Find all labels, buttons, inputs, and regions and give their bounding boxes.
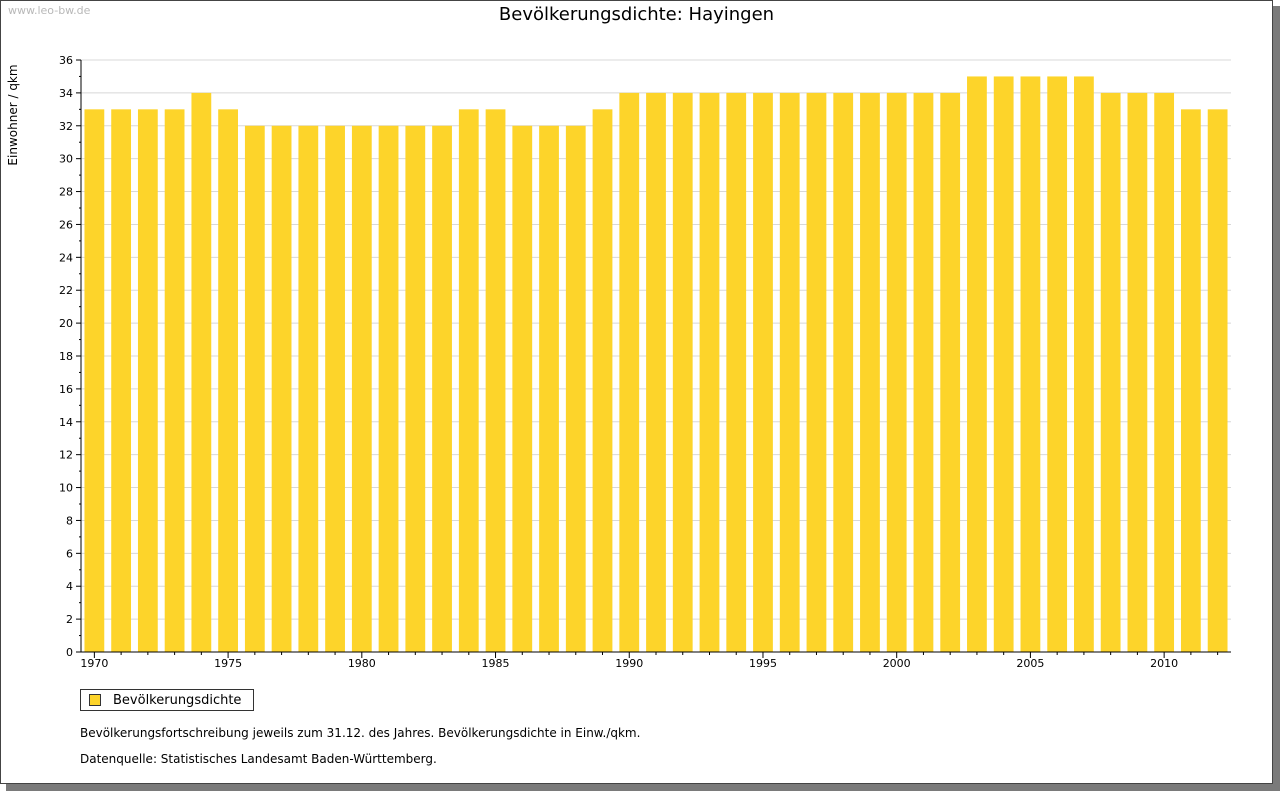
bar xyxy=(244,125,265,653)
bar xyxy=(84,109,105,653)
chart-title: Bevölkerungsdichte: Hayingen xyxy=(498,4,775,25)
bar xyxy=(1180,109,1201,653)
x-tick-label: 2000 xyxy=(883,657,911,670)
y-tick-label: 12 xyxy=(59,449,73,462)
bar xyxy=(325,125,345,653)
y-tick-label: 32 xyxy=(59,120,73,133)
bar xyxy=(565,125,586,653)
bar xyxy=(672,92,693,652)
bar xyxy=(592,109,613,653)
bar xyxy=(753,92,773,652)
x-tick-label: 1995 xyxy=(749,657,777,670)
bar xyxy=(351,125,372,653)
bar xyxy=(1074,76,1094,652)
legend-label: Bevölkerungsdichte xyxy=(113,692,242,708)
y-tick-label: 20 xyxy=(59,317,73,330)
footnote-source: Datenquelle: Statistisches Landesamt Bad… xyxy=(80,752,437,766)
bar xyxy=(485,109,506,653)
x-tick-label: 2010 xyxy=(1150,657,1178,670)
bar xyxy=(940,92,961,652)
bar xyxy=(512,125,533,653)
bar xyxy=(191,92,212,652)
frame-shadow-right xyxy=(1273,6,1280,791)
y-tick-label: 36 xyxy=(59,54,73,67)
y-tick-label: 22 xyxy=(59,284,73,297)
bar xyxy=(806,92,827,652)
bar xyxy=(967,76,987,652)
bar xyxy=(619,92,640,652)
y-tick-label: 2 xyxy=(66,613,73,626)
bar xyxy=(1100,92,1121,652)
bar xyxy=(913,92,934,652)
bar xyxy=(432,125,452,653)
bar xyxy=(1154,92,1175,652)
bar xyxy=(699,92,720,652)
bar xyxy=(993,76,1014,652)
bar xyxy=(218,109,238,653)
y-tick-label: 28 xyxy=(59,186,73,199)
y-tick-label: 16 xyxy=(59,383,73,396)
y-tick-label: 0 xyxy=(66,646,73,659)
bar xyxy=(111,109,132,653)
footnote-method: Bevölkerungsfortschreibung jeweils zum 3… xyxy=(80,726,641,740)
y-axis-label: Einwohner / qkm xyxy=(6,64,20,165)
y-tick-label: 14 xyxy=(59,416,73,429)
bar xyxy=(539,125,559,653)
watermark: www.leo-bw.de xyxy=(8,4,91,17)
legend-swatch xyxy=(89,694,101,706)
bar xyxy=(405,125,426,653)
y-tick-label: 10 xyxy=(59,482,73,495)
bar xyxy=(137,109,158,653)
bar xyxy=(1207,109,1228,653)
y-tick-label: 4 xyxy=(66,580,73,593)
bar xyxy=(860,92,880,652)
x-tick-label: 2005 xyxy=(1016,657,1044,670)
y-tick-label: 24 xyxy=(59,251,73,264)
x-tick-label: 1990 xyxy=(615,657,643,670)
bar xyxy=(378,125,399,653)
legend: Bevölkerungsdichte xyxy=(80,689,255,711)
y-tick-label: 34 xyxy=(59,87,73,100)
bar xyxy=(164,109,185,653)
bar xyxy=(726,92,747,652)
y-tick-label: 26 xyxy=(59,218,73,231)
bar xyxy=(779,92,800,652)
bar xyxy=(1020,76,1041,652)
bar xyxy=(886,92,907,652)
x-tick-label: 1975 xyxy=(214,657,242,670)
y-tick-label: 18 xyxy=(59,350,73,363)
y-tick-label: 30 xyxy=(59,153,73,166)
bar xyxy=(298,125,319,653)
bar xyxy=(1127,92,1148,652)
y-tick-label: 6 xyxy=(66,547,73,560)
bar xyxy=(1047,76,1068,652)
bar xyxy=(271,125,292,653)
bar xyxy=(458,109,479,653)
x-tick-label: 1980 xyxy=(348,657,376,670)
y-tick-label: 8 xyxy=(66,514,73,527)
bar xyxy=(833,92,854,652)
x-tick-label: 1985 xyxy=(482,657,510,670)
frame-shadow-bottom xyxy=(6,784,1280,791)
x-tick-label: 1970 xyxy=(80,657,108,670)
bar xyxy=(646,92,666,652)
